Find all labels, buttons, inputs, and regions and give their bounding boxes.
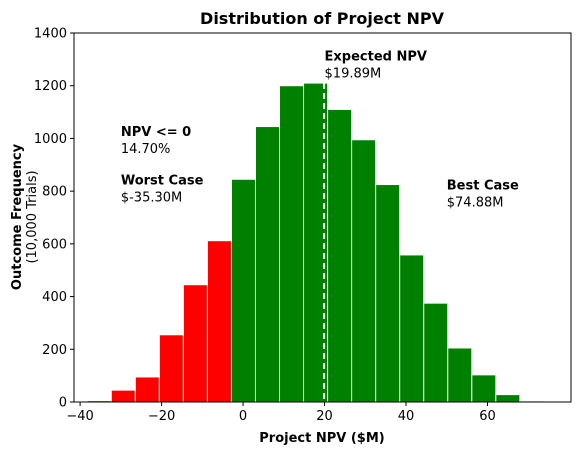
- histogram-bar-12: [375, 184, 401, 403]
- plot-frame: [73, 32, 572, 403]
- histogram-bar-11: [351, 139, 377, 403]
- worst-case-label: Worst Case: [121, 174, 204, 189]
- histogram-bar-1: [110, 389, 136, 403]
- histogram-bar-3: [158, 334, 184, 403]
- histogram-bar-4: [182, 284, 208, 403]
- histogram-bar-14: [423, 302, 449, 403]
- y-axis-sublabel: (10,000 Trials): [25, 170, 40, 263]
- histogram-bar-5: [206, 240, 232, 403]
- worst-case-value: $-35.30M: [121, 191, 182, 206]
- histogram-bar-7: [254, 126, 281, 403]
- x-tick-label: 60: [479, 409, 496, 424]
- histogram-bar-13: [399, 254, 425, 403]
- bars-group: [86, 82, 545, 403]
- y-tick-label: 600: [42, 237, 67, 252]
- x-axis-label: Project NPV ($M): [259, 431, 384, 446]
- histogram-bar-15: [447, 347, 473, 403]
- histogram-bar-6: [230, 178, 256, 403]
- npv-le-zero-value: 14.70%: [121, 142, 171, 157]
- expected-label: Expected NPV: [325, 50, 427, 65]
- y-tick-label: 800: [42, 185, 67, 200]
- chart-title: Distribution of Project NPV: [200, 9, 445, 28]
- npv-le-zero-label: NPV <= 0: [121, 125, 191, 140]
- histogram-bar-8: [279, 85, 305, 403]
- y-tick-label: 400: [42, 290, 67, 305]
- histogram-bar-16: [471, 374, 497, 403]
- x-tick-label: 40: [398, 409, 415, 424]
- histogram-bar-17: [495, 394, 521, 403]
- y-axis-ticks: 0 200 400 600 800 1000 1200 1400: [34, 27, 74, 411]
- y-tick-label: 1200: [34, 79, 67, 94]
- x-tick-label: 20: [316, 409, 333, 424]
- best-case-label: Best Case: [447, 178, 519, 193]
- expected-value: $19.89M: [325, 67, 382, 82]
- y-tick-label: 1000: [34, 132, 67, 147]
- histogram-bar-10: [327, 108, 353, 403]
- x-tick-label: −40: [66, 409, 93, 424]
- x-tick-label: −20: [148, 409, 175, 424]
- annotations-group: Expected NPV $19.89M NPV <= 0 14.70% Worst C…: [121, 50, 519, 211]
- y-axis-label: Outcome Frequency: [10, 143, 25, 290]
- x-tick-label: 0: [239, 409, 247, 424]
- y-tick-label: 200: [42, 343, 67, 358]
- y-tick-label: 1400: [34, 27, 67, 42]
- x-axis-ticks: −40 −20 0 20 40 60: [66, 402, 496, 424]
- histogram-bar-2: [134, 376, 160, 403]
- y-tick-label: 0: [59, 396, 67, 411]
- best-case-value: $74.88M: [447, 195, 504, 210]
